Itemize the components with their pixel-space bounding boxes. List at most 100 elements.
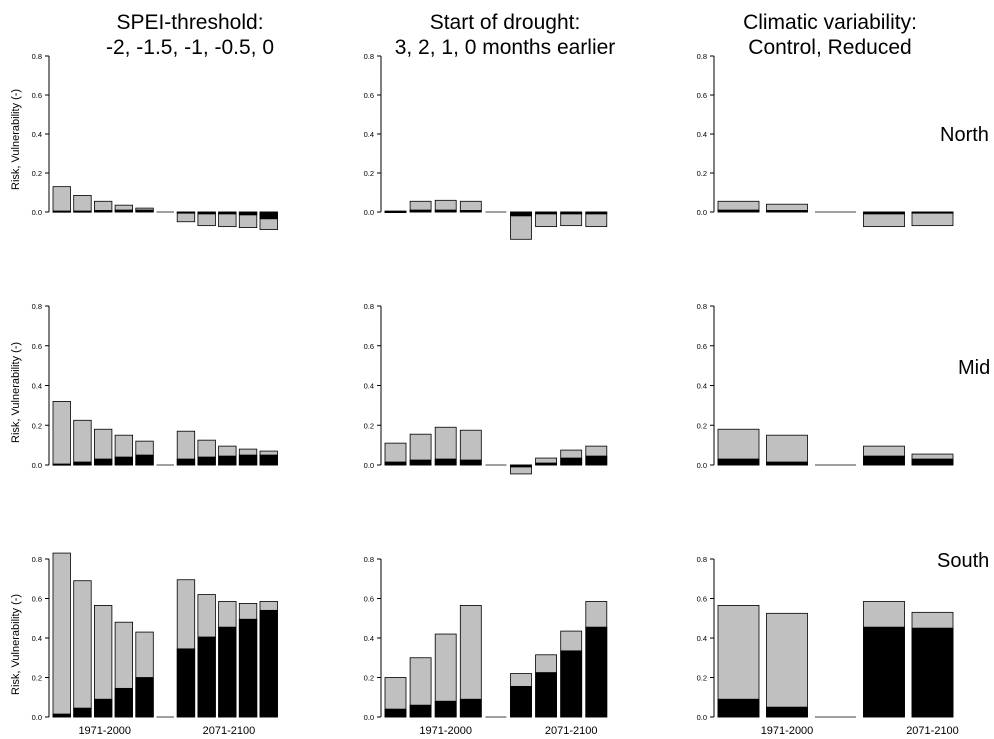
vulnerability-bar	[717, 458, 760, 466]
y-tick-label: 0.8	[32, 555, 42, 564]
risk-bar	[911, 211, 954, 227]
vulnerability-bar	[510, 211, 532, 217]
vulnerability-bar	[114, 209, 133, 213]
vulnerability-bar	[259, 454, 278, 466]
vulnerability-bar	[510, 685, 532, 718]
y-tick-label: 0.4	[32, 130, 42, 139]
vulnerability-bar	[238, 618, 258, 718]
vulnerability-bar	[560, 457, 583, 466]
vulnerability-bar	[259, 211, 278, 220]
y-tick-label: 0.2	[364, 169, 374, 178]
vulnerability-bar	[259, 609, 278, 718]
x-group-label: 1971-2000	[419, 725, 472, 737]
vulnerability-bar	[384, 211, 407, 214]
column-title-line1: Climatic variability:	[743, 11, 917, 34]
vulnerability-bar	[384, 461, 407, 466]
risk-bar	[73, 419, 92, 466]
y-tick-label: 0.2	[697, 421, 707, 430]
y-tick-label: 0.0	[364, 713, 374, 722]
risk-bar	[52, 400, 71, 466]
vulnerability-bar	[218, 626, 237, 718]
y-tick-label: 0.2	[697, 674, 707, 683]
risk-bar	[766, 612, 808, 718]
row-label-mid: Mid	[958, 357, 991, 379]
y-tick-label: 0.6	[32, 595, 42, 604]
vulnerability-bar	[585, 626, 608, 718]
vulnerability-bar	[73, 210, 92, 213]
y-tick-label: 0.6	[364, 91, 374, 100]
y-tick-label: 0.0	[32, 208, 42, 217]
x-group-label: 2071-2100	[203, 725, 256, 737]
y-tick-label: 0.8	[364, 302, 374, 311]
vulnerability-bar	[238, 211, 258, 216]
row-label-north: North	[940, 124, 989, 146]
column-title-start: Start of drought: 3, 2, 1, 0 months earl…	[370, 10, 640, 60]
vulnerability-bar	[766, 210, 808, 213]
vulnerability-bar	[434, 700, 457, 718]
column-title-line2: Control, Reduced	[748, 36, 912, 59]
x-group-label: 1971-2000	[78, 725, 131, 737]
vulnerability-bar	[863, 455, 905, 466]
y-tick-label: 0.0	[364, 461, 374, 470]
y-tick-label: 0.2	[364, 674, 374, 683]
y-tick-label: 0.0	[697, 461, 707, 470]
y-tick-label: 0.8	[32, 52, 42, 61]
vulnerability-bar	[52, 713, 71, 718]
vulnerability-bar	[863, 211, 905, 215]
vulnerability-bar	[52, 210, 71, 213]
x-group-label: 2071-2100	[545, 725, 598, 737]
vulnerability-bar	[863, 626, 905, 718]
vulnerability-bar	[409, 704, 432, 718]
vulnerability-bar	[94, 698, 113, 718]
column-title-line1: Start of drought:	[429, 11, 581, 34]
y-tick-label: 0.4	[697, 634, 707, 643]
y-tick-label: 0.4	[364, 130, 374, 139]
vulnerability-bar	[434, 458, 457, 466]
risk-bar	[52, 552, 71, 718]
vulnerability-bar	[135, 454, 154, 466]
vulnerability-bar	[94, 210, 113, 213]
vulnerability-bar	[73, 461, 92, 466]
vulnerability-bar	[585, 211, 608, 215]
vulnerability-bar	[197, 456, 216, 466]
y-tick-label: 0.8	[32, 302, 42, 311]
vulnerability-bar	[238, 454, 258, 466]
vulnerability-bar	[459, 210, 482, 213]
vulnerability-bar	[459, 459, 482, 466]
vulnerability-bar	[766, 706, 808, 718]
x-group-label: 1971-2000	[761, 725, 814, 737]
vulnerability-bar	[197, 211, 216, 215]
vulnerability-bar	[535, 672, 557, 718]
vulnerability-bar	[766, 461, 808, 466]
y-tick-label: 0.2	[32, 674, 42, 683]
risk-bar	[73, 580, 92, 718]
vulnerability-bar	[114, 456, 133, 466]
vulnerability-bar	[717, 209, 760, 213]
y-tick-label: 0.4	[697, 382, 707, 391]
y-tick-label: 0.8	[364, 555, 374, 564]
column-title-line2: -2, -1.5, -1, -0.5, 0	[105, 36, 275, 59]
vulnerability-bar	[560, 211, 583, 215]
y-tick-label: 0.6	[697, 91, 707, 100]
y-tick-label: 0.4	[32, 382, 42, 391]
row-label-south: South	[937, 550, 990, 572]
vulnerability-bar	[135, 209, 154, 213]
vulnerability-bar	[73, 707, 92, 718]
y-tick-label: 0.6	[364, 342, 374, 351]
y-tick-label: 0.0	[697, 208, 707, 217]
y-tick-label: 0.6	[697, 595, 707, 604]
vulnerability-bar	[560, 650, 583, 718]
vulnerability-bar	[717, 698, 760, 718]
y-tick-label: 0.2	[364, 421, 374, 430]
y-tick-label: 0.8	[697, 555, 707, 564]
y-tick-label: 0.8	[364, 52, 374, 61]
y-tick-label: 0.6	[32, 91, 42, 100]
y-tick-label: 0.6	[697, 342, 707, 351]
y-tick-label: 0.6	[32, 342, 42, 351]
vulnerability-bar	[434, 209, 457, 213]
column-title-spei: SPEI-threshold: -2, -1.5, -1, -0.5, 0	[60, 10, 320, 60]
y-tick-label: 0.2	[32, 169, 42, 178]
risk-bar	[52, 186, 71, 213]
y-tick-label: 0.2	[32, 421, 42, 430]
vulnerability-bar	[459, 698, 482, 718]
